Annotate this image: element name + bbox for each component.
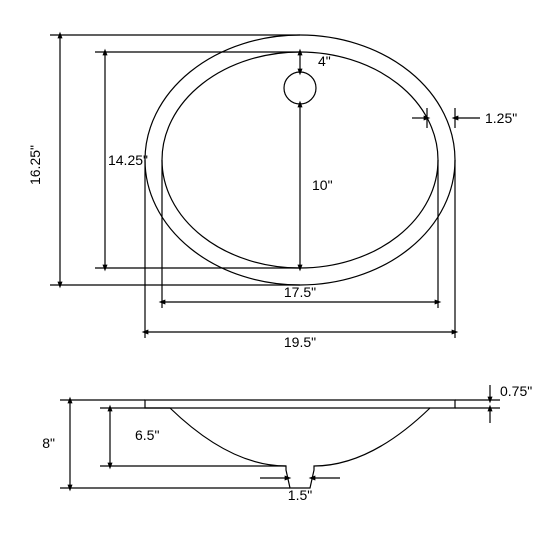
dim-overall-height-label: 8" (42, 435, 55, 451)
dim-inner-width-label: 17.5" (284, 284, 316, 300)
dim-outer-width-label: 19.5" (284, 334, 316, 350)
dim-inner-height-label: 14.25" (108, 152, 148, 168)
dim-rim-height-label: 0.75" (500, 383, 532, 399)
dim-bowl-depth-label: 6.5" (135, 427, 159, 443)
diagram-canvas: 16.25" 14.25" 4" 10" 1.25" 17.5" 19.5" (0, 0, 550, 550)
drain-circle (284, 72, 316, 104)
dim-rim-thickness-label: 1.25" (485, 110, 517, 126)
side-outline (145, 400, 455, 488)
dim-drain-to-center-label: 10" (312, 177, 333, 193)
dim-top-to-drain-label: 4" (318, 53, 331, 69)
dim-stem-width-label: 1.5" (288, 487, 312, 503)
top-view: 16.25" 14.25" 4" 10" 1.25" 17.5" 19.5" (27, 35, 517, 350)
dim-outer-height-label: 16.25" (27, 145, 43, 185)
side-view: 8" 6.5" 1.5" 0.75" (42, 383, 532, 503)
